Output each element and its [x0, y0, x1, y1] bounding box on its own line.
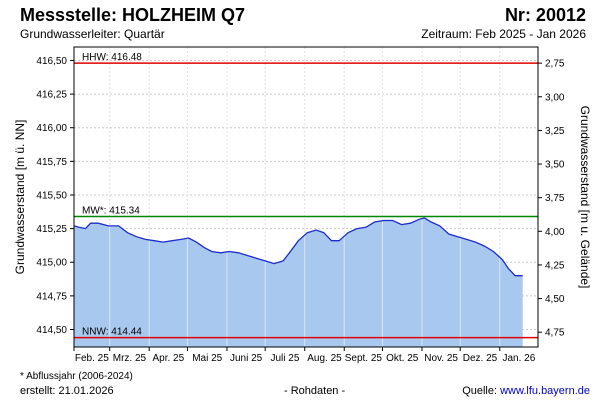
x-tick-label: Juli 25: [271, 353, 300, 364]
y-axis-label-left: Grundwasserstand [m ü. NN]: [13, 120, 27, 275]
y-tick-label-right: 3,25: [545, 126, 565, 137]
y-tick-label-right: 4,25: [545, 260, 565, 271]
y-tick-label: 414,75: [36, 291, 67, 302]
reference-label: HHW: 416.48: [82, 52, 142, 63]
station-title: Messstelle: HOLZHEIM Q7: [20, 5, 246, 25]
y-tick-label: 415,50: [36, 190, 67, 201]
y-axis-label-right: Grundwasserstand [m u. Gelände]: [578, 106, 592, 289]
x-tick-label: Juni 25: [230, 353, 263, 364]
x-tick-label: Aug. 25: [307, 353, 342, 364]
y-tick-label-right: 4,00: [545, 227, 565, 238]
source-link[interactable]: www.lfu.bayern.de: [500, 385, 590, 397]
y-tick-label-right: 4,50: [545, 294, 565, 305]
x-tick-label: Jan. 26: [502, 353, 535, 364]
water-level-area: [74, 217, 523, 347]
water-level-line: [73, 217, 523, 277]
y-tick-label: 416,25: [36, 90, 67, 101]
reference-label: MW*: 415.34: [82, 206, 140, 217]
aquifer-label: Grundwasserleiter: Quartär: [20, 27, 165, 41]
rawdata-note: - Rohdaten -: [284, 385, 346, 397]
x-tick-label: Feb. 25: [75, 353, 109, 364]
x-tick-label: Sept. 25: [345, 353, 383, 364]
x-tick-label: Mrz. 25: [113, 353, 147, 364]
x-tick-label: Apr. 25: [152, 353, 184, 364]
period-label: Zeitraum: Feb 2025 - Jan 2026: [421, 27, 586, 41]
y-tick-label-right: 4,75: [545, 328, 565, 339]
station-number: Nr: 20012: [504, 5, 586, 25]
plot-frame: [73, 46, 539, 348]
y-tick-label: 415,75: [36, 157, 67, 168]
reference-label: NNW: 414.44: [82, 327, 142, 338]
x-tick-label: Dez. 25: [463, 353, 498, 364]
footnote: * Abflussjahr (2006-2024): [20, 371, 133, 382]
y-tick-label: 415,00: [36, 258, 67, 269]
created-date: erstellt: 21.01.2026: [20, 385, 114, 397]
source-note: Quelle: www.lfu.bayern.de: [462, 385, 590, 397]
axes: 416,50 416,25 416,00 415,75 415,50 415,25 415,…: [36, 56, 564, 364]
y-tick-label: 416,50: [36, 56, 67, 67]
y-tick-label-right: 3,50: [545, 160, 565, 171]
x-tick-label: Mai 25: [192, 353, 222, 364]
x-tick-label: Nov. 25: [424, 353, 458, 364]
y-tick-label-right: 3,75: [545, 193, 565, 204]
y-tick-label-right: 2,75: [545, 59, 565, 70]
y-tick-label: 415,25: [36, 224, 67, 235]
x-tick-label: Okt. 25: [386, 353, 419, 364]
source-label: Quelle:: [462, 385, 501, 397]
reference-lines: HHW: 416.48 MW*: 415.34 NNW: 414.44: [74, 52, 538, 339]
vertical-grid: [109, 47, 501, 347]
y-tick-label: 416,00: [36, 123, 67, 134]
y-tick-label: 414,50: [36, 325, 67, 336]
y-tick-label-right: 3,00: [545, 92, 565, 103]
